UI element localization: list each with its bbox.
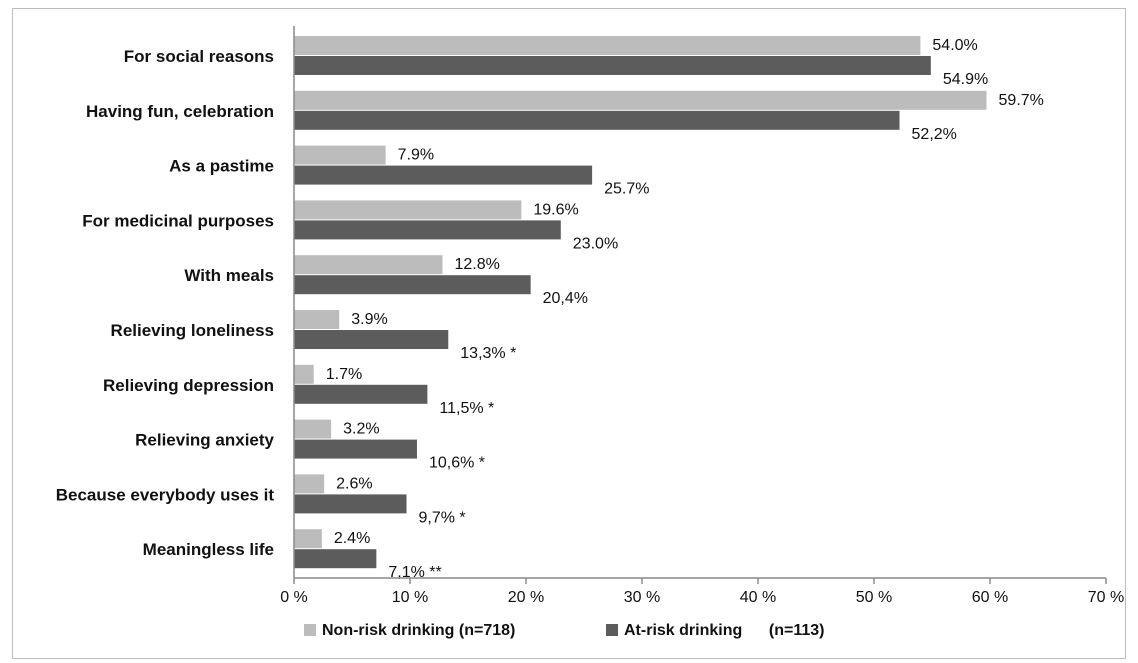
x-tick-label: 70 % bbox=[1088, 589, 1124, 606]
category-label: Having fun, celebration bbox=[86, 102, 274, 121]
category-label: Relieving loneliness bbox=[111, 321, 274, 340]
non-risk-bar bbox=[294, 529, 322, 549]
value-label: 3.2% bbox=[343, 421, 379, 438]
non-risk-bar bbox=[294, 255, 443, 275]
x-tick-label: 10 % bbox=[392, 589, 428, 606]
value-label: 20,4% bbox=[543, 290, 588, 307]
x-tick-label: 60 % bbox=[972, 589, 1008, 606]
non-risk-bar bbox=[294, 145, 386, 165]
value-label: 10,6% * bbox=[429, 455, 485, 472]
value-label: 25.7% bbox=[604, 181, 649, 198]
non-risk-bar bbox=[294, 310, 340, 329]
value-label: 9,7% * bbox=[419, 509, 466, 526]
non-risk-bar bbox=[294, 90, 987, 110]
category-label: Relieving anxiety bbox=[135, 431, 274, 450]
non-risk-bar bbox=[294, 364, 314, 384]
value-label: 59.7% bbox=[999, 92, 1044, 109]
x-tick-label: 20 % bbox=[508, 589, 544, 606]
category-labels: For social reasons Having fun, celebratio… bbox=[56, 47, 275, 559]
value-label: 7,1% ** bbox=[388, 564, 441, 581]
at-risk-bar bbox=[294, 549, 377, 569]
value-label: 12.8% bbox=[454, 256, 499, 273]
x-tick-label: 50 % bbox=[856, 589, 892, 606]
x-tick-label: 40 % bbox=[740, 589, 776, 606]
category-label: Because everybody uses it bbox=[56, 485, 275, 504]
non-risk-bar bbox=[294, 36, 921, 55]
value-label: 54.9% bbox=[943, 71, 988, 88]
at-risk-bar bbox=[294, 56, 931, 75]
value-label: 52,2% bbox=[912, 126, 957, 143]
at-risk-bar bbox=[294, 384, 428, 404]
value-label: 1.7% bbox=[326, 366, 362, 383]
at-risk-bar bbox=[294, 220, 561, 240]
value-label: 2.4% bbox=[334, 530, 370, 547]
value-label: 3.9% bbox=[351, 311, 387, 328]
value-label: 19.6% bbox=[533, 201, 578, 218]
value-label: 54.0% bbox=[932, 37, 977, 54]
x-tick-label: 0 % bbox=[280, 589, 308, 606]
at-risk-bar bbox=[294, 330, 449, 349]
at-risk-bar bbox=[294, 439, 417, 459]
value-label: 13,3% * bbox=[460, 345, 516, 362]
category-label: With meals bbox=[184, 266, 274, 285]
non-risk-bar bbox=[294, 200, 522, 220]
legend-at-risk-swatch bbox=[606, 624, 618, 636]
legend-non-risk-label: Non-risk drinking (n=718) bbox=[322, 622, 515, 639]
non-risk-bar bbox=[294, 474, 325, 494]
axes-group: 0 % 10 % 20 % 30 % 40 % 50 % 60 % 70 % bbox=[280, 26, 1124, 606]
category-label: Relieving depression bbox=[103, 376, 274, 395]
non-risk-bar bbox=[294, 419, 332, 439]
at-risk-bar bbox=[294, 275, 531, 295]
at-risk-bar bbox=[294, 110, 900, 130]
x-tick-label: 30 % bbox=[624, 589, 660, 606]
bars-group bbox=[294, 36, 987, 569]
value-label: 7.9% bbox=[398, 147, 434, 164]
at-risk-bar bbox=[294, 494, 407, 514]
category-label: For social reasons bbox=[124, 47, 274, 66]
category-label: Meaningless life bbox=[143, 540, 274, 559]
at-risk-bar bbox=[294, 165, 593, 185]
legend: Non-risk drinking (n=718) At-risk drinkin… bbox=[304, 622, 825, 639]
value-labels: 54.0% 54.9% 59.7% 52,2% 7.9% 25.7% 19.6% 23.0% 1… bbox=[326, 37, 1044, 581]
value-label: 11,5% * bbox=[439, 400, 494, 417]
legend-at-risk-label: At-risk drinking (n=113) bbox=[624, 622, 825, 639]
category-label: For medicinal purposes bbox=[82, 211, 274, 230]
value-label: 2.6% bbox=[336, 475, 372, 492]
category-label: As a pastime bbox=[169, 157, 274, 176]
value-label: 23.0% bbox=[573, 235, 618, 252]
legend-non-risk-swatch bbox=[304, 624, 316, 636]
